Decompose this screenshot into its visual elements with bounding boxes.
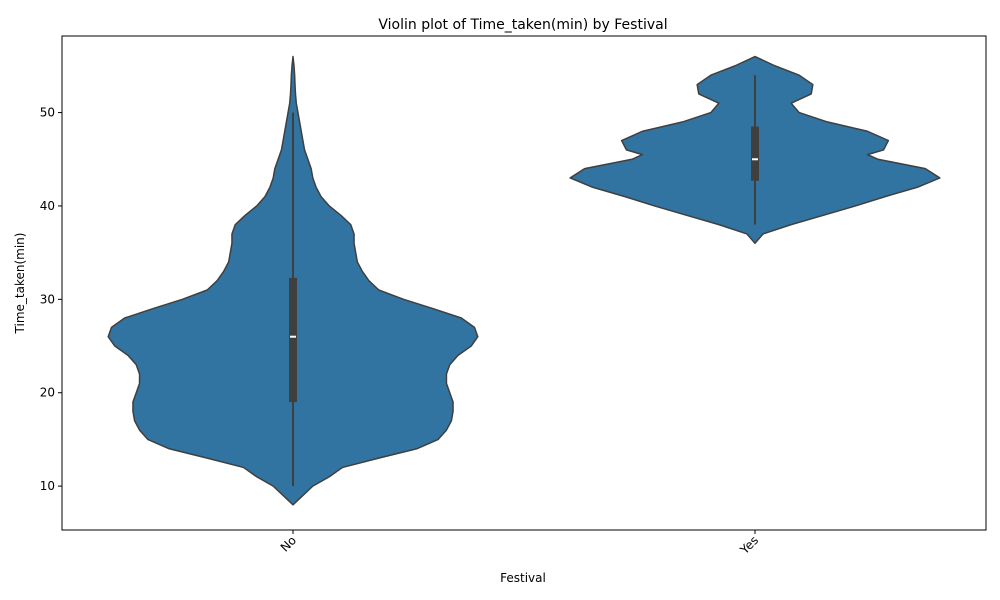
y-axis-label: Time_taken(min) — [13, 233, 27, 335]
y-tick-label: 30 — [40, 292, 55, 306]
chart-title: Violin plot of Time_taken(min) by Festiv… — [378, 17, 667, 33]
y-tick-label: 40 — [40, 199, 55, 213]
x-tick-label: Yes — [737, 533, 761, 557]
x-tick-label: No — [278, 533, 299, 554]
plot-area — [107, 55, 941, 506]
y-tick-label: 50 — [40, 106, 55, 120]
violin-iqr-box-yes — [751, 126, 759, 181]
x-axis: No Yes — [278, 530, 761, 558]
y-tick-label: 10 — [40, 479, 55, 493]
y-axis: 10 20 30 40 50 — [40, 106, 62, 493]
x-axis-label: Festival — [500, 571, 546, 585]
violin-iqr-box-no — [289, 277, 297, 403]
plot-frame — [61, 35, 987, 531]
y-tick-label: 20 — [40, 386, 55, 400]
